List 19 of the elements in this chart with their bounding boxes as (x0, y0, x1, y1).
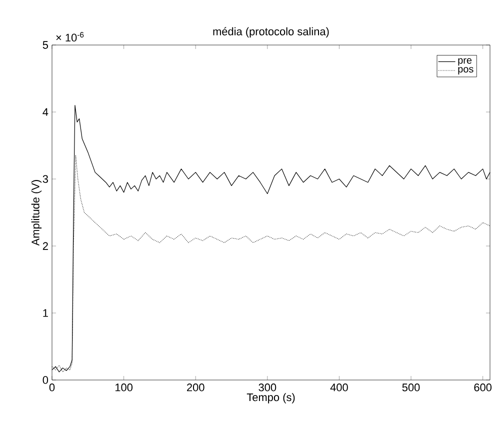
y-tick-label: 2 (42, 242, 48, 250)
x-tick-label: 500 (402, 384, 420, 392)
y-axis-title: Amplitude (V) (31, 180, 42, 246)
text: × 10$^{-6}$ (56, 32, 84, 42)
chart-title: média (protocolo salina) (213, 27, 329, 38)
x-tick-label: 200 (187, 384, 204, 392)
y-tick-label: 4 (42, 108, 48, 116)
legend-label: pos (458, 67, 474, 75)
y-tick-label: 3 (42, 175, 48, 183)
x-tick-label: 300 (258, 384, 276, 392)
x-tick-label: 0 (49, 384, 55, 392)
x-tick-label: 600 (474, 384, 492, 392)
x-tick-label: 100 (115, 384, 133, 392)
legend-label: pre (458, 58, 472, 66)
x-tick-label: 400 (330, 384, 348, 392)
y-tick-label: 5 (42, 41, 48, 49)
y-tick-label: 1 (43, 309, 48, 317)
y-tick-label: 0 (42, 376, 48, 384)
x-axis-title: Tempo (s) (246, 393, 295, 404)
